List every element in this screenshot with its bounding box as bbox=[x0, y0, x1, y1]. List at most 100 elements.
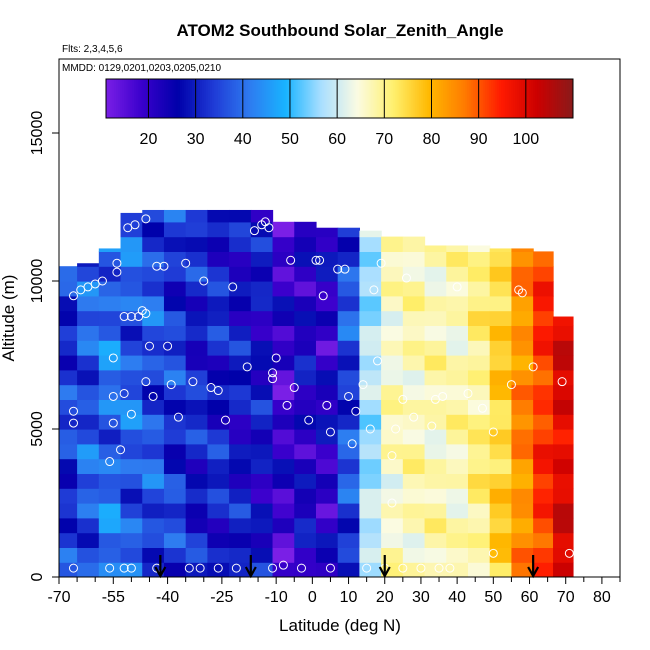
colorbar-segment bbox=[533, 79, 536, 118]
heatmap-cell bbox=[467, 384, 491, 400]
heatmap-cell bbox=[359, 251, 382, 267]
heatmap-cell bbox=[163, 532, 187, 548]
colorbar-segment bbox=[449, 79, 452, 118]
colorbar-segment bbox=[263, 79, 267, 118]
heatmap-cell bbox=[207, 547, 230, 563]
heatmap-cell bbox=[359, 281, 382, 297]
heatmap-cell bbox=[337, 562, 361, 577]
heatmap-cell bbox=[489, 458, 513, 474]
heatmap-cell bbox=[381, 310, 404, 326]
heatmap-cell bbox=[359, 458, 382, 474]
colorbar-segment bbox=[219, 79, 223, 118]
y-tick-label: 10000 bbox=[29, 259, 46, 304]
heatmap-cell bbox=[446, 562, 469, 577]
colorbar-segment bbox=[467, 79, 470, 118]
colorbar-segment bbox=[365, 79, 368, 118]
colorbar-segment bbox=[329, 79, 333, 118]
heatmap-cell bbox=[402, 429, 426, 445]
colorbar-tick-label: 60 bbox=[328, 131, 346, 148]
heatmap-cell bbox=[315, 473, 339, 489]
heatmap-cell bbox=[229, 503, 252, 519]
colorbar-segment bbox=[269, 79, 273, 118]
colorbar-segment bbox=[201, 79, 205, 118]
heatmap-cell bbox=[337, 281, 361, 297]
colorbar-segment bbox=[539, 79, 542, 118]
heatmap-cell bbox=[533, 458, 554, 474]
colorbar-segment bbox=[379, 79, 382, 118]
heatmap-cell bbox=[294, 266, 317, 282]
sample-point bbox=[369, 285, 379, 295]
heatmap-cell bbox=[272, 503, 295, 519]
colorbar-segment bbox=[197, 79, 201, 118]
heatmap-cell bbox=[98, 414, 122, 430]
heatmap-cell bbox=[59, 310, 78, 326]
colorbar-segment bbox=[513, 79, 516, 118]
heatmap-cell bbox=[315, 340, 339, 356]
heatmap-cell bbox=[553, 488, 574, 504]
heatmap-cell bbox=[142, 281, 165, 297]
heatmap-cell bbox=[489, 310, 513, 326]
colorbar-segment bbox=[157, 79, 161, 118]
heatmap-cell bbox=[163, 209, 187, 223]
heatmap-cell bbox=[467, 399, 491, 415]
colorbar-segment bbox=[253, 79, 257, 118]
colorbar-segment bbox=[465, 79, 468, 118]
colorbar-segment bbox=[223, 79, 227, 118]
heatmap-cell bbox=[98, 443, 122, 460]
heatmap-cell bbox=[381, 517, 404, 534]
colorbar-segment bbox=[461, 79, 464, 118]
heatmap-cell bbox=[163, 310, 187, 326]
colorbar-segment bbox=[349, 79, 352, 118]
colorbar-segment bbox=[261, 79, 265, 118]
heatmap-cell bbox=[207, 340, 230, 356]
x-tick-label: -25 bbox=[210, 589, 233, 606]
sample-point bbox=[546, 238, 556, 248]
sample-point bbox=[68, 418, 78, 428]
heatmap-cell bbox=[553, 429, 574, 445]
sample-point bbox=[173, 412, 183, 422]
heatmap-cell bbox=[229, 251, 252, 267]
colorbar-segment bbox=[247, 79, 251, 118]
colorbar-segment bbox=[447, 79, 450, 118]
heatmap-cell bbox=[533, 429, 554, 445]
colorbar-segment bbox=[229, 79, 233, 118]
sample-point bbox=[387, 451, 397, 461]
heatmap-cell bbox=[533, 517, 554, 534]
sample-point bbox=[184, 563, 194, 573]
heatmap-cell bbox=[511, 295, 534, 312]
heatmap-cell bbox=[511, 429, 534, 445]
heatmap-cell bbox=[294, 236, 317, 252]
colorbar-segment bbox=[239, 79, 243, 118]
heatmap-cell bbox=[402, 266, 426, 282]
sample-point bbox=[126, 563, 136, 573]
heatmap-cell bbox=[185, 325, 208, 341]
heatmap-cell bbox=[381, 488, 404, 504]
mmdd-note: MMDD: 0129,0201,0203,0205,0210 bbox=[62, 63, 221, 74]
heatmap-cell bbox=[250, 281, 274, 297]
solar-zenith-field bbox=[59, 209, 574, 577]
colorbar-segment bbox=[371, 79, 374, 118]
heatmap-cell bbox=[511, 248, 534, 252]
sample-point bbox=[557, 377, 567, 387]
heatmap-cell bbox=[446, 325, 469, 341]
heatmap-cell bbox=[98, 562, 122, 577]
heatmap-cell bbox=[163, 221, 187, 238]
heatmap-cell bbox=[142, 532, 165, 548]
colorbar-segment bbox=[275, 79, 279, 118]
colorbar-segment bbox=[495, 79, 498, 118]
sample-point bbox=[231, 563, 241, 573]
heatmap-cell bbox=[185, 355, 208, 371]
colorbar-segment bbox=[313, 79, 317, 118]
plot-frame bbox=[58, 58, 621, 578]
colorbar-segment bbox=[361, 79, 364, 118]
colorbar-segment bbox=[363, 79, 366, 118]
heatmap-cell bbox=[163, 384, 187, 400]
colorbar-segment bbox=[137, 79, 141, 118]
arrow-markers bbox=[154, 555, 540, 579]
sample-point bbox=[333, 264, 343, 274]
colorbar-segment bbox=[249, 79, 253, 118]
colorbar-segment bbox=[351, 79, 354, 118]
heatmap-cell bbox=[511, 325, 534, 341]
heatmap-cell bbox=[315, 414, 339, 430]
heatmap-cell bbox=[120, 281, 143, 297]
